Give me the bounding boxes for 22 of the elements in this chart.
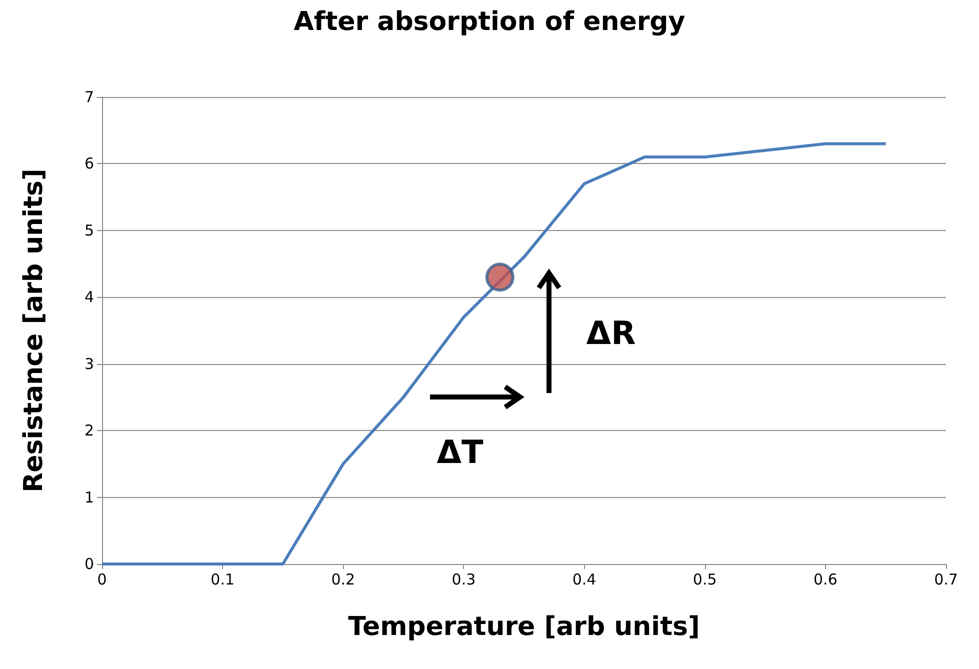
y-tick-label: 3 — [84, 354, 94, 373]
y-tick-label: 5 — [84, 221, 94, 240]
annotation: ΔR — [586, 314, 636, 352]
y-tick-label: 6 — [84, 154, 94, 173]
x-tick-label: 0.5 — [692, 570, 717, 588]
x-tick-label: 0.1 — [210, 570, 234, 588]
x-tick-label: 0.4 — [572, 570, 596, 588]
x-tick-label: 0.2 — [331, 570, 356, 588]
y-tick-label: 1 — [84, 488, 94, 506]
x-axis-title: Temperature [arb units] — [348, 612, 700, 642]
x-tick-label: 0.3 — [452, 570, 476, 588]
x-tick-label: 0.6 — [814, 570, 838, 588]
x-tick-label: 0 — [97, 570, 107, 588]
y-tick-label: 7 — [84, 88, 94, 106]
annotation: ΔT — [436, 433, 484, 471]
line-series — [100, 142, 888, 566]
y-axis-title: Resistance [arb units] — [19, 168, 49, 492]
chart-title: After absorption of energy — [294, 7, 686, 37]
y-tick-label: 2 — [84, 422, 94, 440]
x-tick-label: 0.7 — [934, 570, 958, 588]
y-tick-label: 0 — [84, 555, 94, 573]
y-tick-label: 4 — [84, 288, 94, 306]
